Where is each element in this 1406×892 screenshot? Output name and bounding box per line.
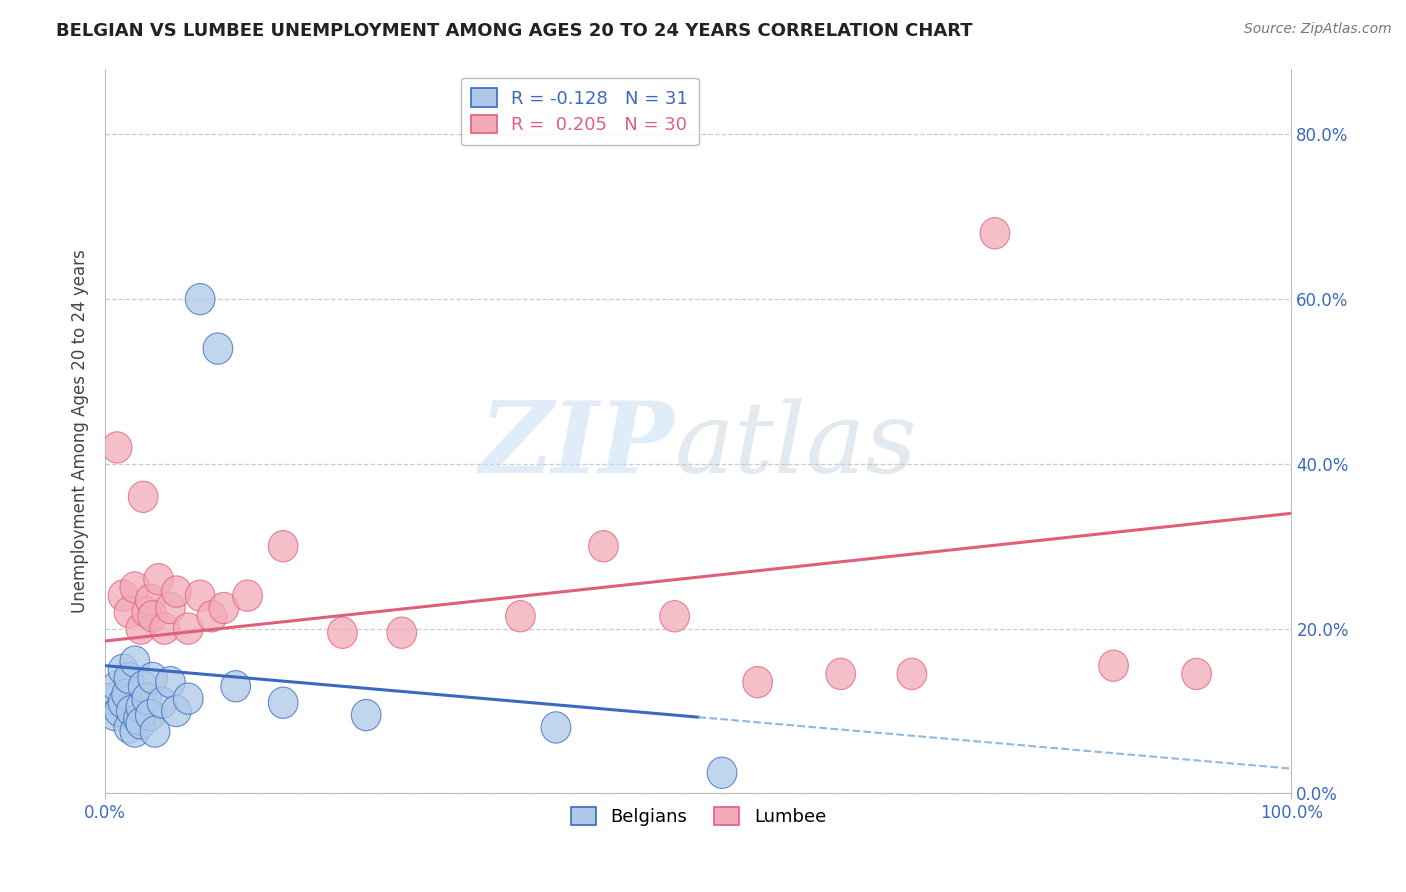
Text: ZIP: ZIP [479, 397, 675, 493]
Ellipse shape [197, 600, 226, 632]
Ellipse shape [162, 576, 191, 607]
Ellipse shape [128, 671, 157, 702]
Text: atlas: atlas [675, 398, 917, 493]
Ellipse shape [659, 600, 689, 632]
Ellipse shape [202, 333, 233, 364]
Ellipse shape [209, 592, 239, 624]
Ellipse shape [269, 531, 298, 562]
Ellipse shape [825, 658, 855, 690]
Ellipse shape [1098, 650, 1129, 681]
Ellipse shape [135, 584, 165, 615]
Ellipse shape [108, 687, 138, 718]
Ellipse shape [186, 580, 215, 611]
Ellipse shape [173, 613, 202, 644]
Ellipse shape [108, 654, 138, 685]
Ellipse shape [221, 671, 250, 702]
Ellipse shape [143, 564, 173, 595]
Ellipse shape [114, 597, 143, 628]
Y-axis label: Unemployment Among Ages 20 to 24 years: Unemployment Among Ages 20 to 24 years [72, 249, 89, 613]
Ellipse shape [141, 716, 170, 747]
Ellipse shape [328, 617, 357, 648]
Ellipse shape [1181, 658, 1212, 690]
Ellipse shape [742, 666, 772, 698]
Ellipse shape [707, 757, 737, 789]
Ellipse shape [156, 592, 186, 624]
Ellipse shape [186, 284, 215, 315]
Text: BELGIAN VS LUMBEE UNEMPLOYMENT AMONG AGES 20 TO 24 YEARS CORRELATION CHART: BELGIAN VS LUMBEE UNEMPLOYMENT AMONG AGE… [56, 22, 973, 40]
Ellipse shape [124, 704, 153, 735]
Ellipse shape [97, 683, 127, 714]
Ellipse shape [103, 432, 132, 463]
Ellipse shape [149, 613, 180, 644]
Ellipse shape [541, 712, 571, 743]
Ellipse shape [117, 696, 146, 727]
Ellipse shape [127, 707, 156, 739]
Ellipse shape [120, 716, 149, 747]
Ellipse shape [156, 666, 186, 698]
Ellipse shape [114, 712, 143, 743]
Ellipse shape [104, 696, 135, 727]
Ellipse shape [138, 600, 167, 632]
Ellipse shape [120, 646, 149, 677]
Ellipse shape [103, 671, 132, 702]
Ellipse shape [138, 663, 167, 694]
Ellipse shape [100, 699, 129, 731]
Ellipse shape [114, 663, 143, 694]
Ellipse shape [135, 699, 165, 731]
Ellipse shape [127, 613, 156, 644]
Ellipse shape [132, 683, 162, 714]
Ellipse shape [352, 699, 381, 731]
Ellipse shape [173, 683, 202, 714]
Ellipse shape [128, 481, 157, 513]
Ellipse shape [980, 218, 1010, 249]
Ellipse shape [108, 580, 138, 611]
Ellipse shape [897, 658, 927, 690]
Ellipse shape [148, 687, 177, 718]
Ellipse shape [589, 531, 619, 562]
Legend: Belgians, Lumbee: Belgians, Lumbee [561, 797, 835, 835]
Ellipse shape [269, 687, 298, 718]
Ellipse shape [506, 600, 536, 632]
Ellipse shape [233, 580, 263, 611]
Ellipse shape [387, 617, 416, 648]
Ellipse shape [111, 679, 142, 710]
Ellipse shape [120, 572, 149, 603]
Ellipse shape [132, 597, 162, 628]
Ellipse shape [127, 691, 156, 723]
Ellipse shape [162, 696, 191, 727]
Text: Source: ZipAtlas.com: Source: ZipAtlas.com [1244, 22, 1392, 37]
